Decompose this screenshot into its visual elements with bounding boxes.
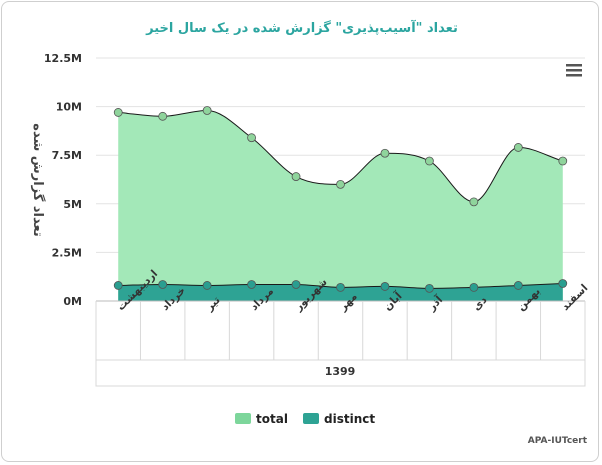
credit-text: APA-IUTcert [528, 436, 588, 446]
point-distinct [558, 279, 568, 288]
chart-title: تعداد "آسیب‌پذیری" گزارش شده در یک سال ا… [145, 19, 458, 36]
y-axis: 0M 2.5M 5M 7.5M 10M 12.5M [44, 52, 82, 308]
y-tick-label: 5M [63, 198, 82, 211]
legend-label-total: total [256, 412, 288, 426]
point-total [113, 108, 123, 117]
legend-label-distinct: distinct [324, 412, 375, 426]
point-distinct [247, 280, 256, 289]
line-total [118, 109, 563, 203]
point-total [425, 156, 434, 166]
y-tick-label: 10M [56, 101, 82, 114]
point-distinct [113, 281, 123, 290]
point-distinct [513, 281, 523, 290]
point-distinct [291, 280, 301, 289]
point-distinct [336, 282, 345, 292]
point-distinct [158, 280, 168, 289]
plot-areas [118, 109, 563, 301]
x-group-box [95, 359, 586, 387]
point-distinct [469, 282, 479, 292]
point-distinct [380, 282, 390, 291]
legend-swatch-total [235, 413, 251, 424]
point-total [247, 133, 256, 143]
data-points [113, 106, 568, 293]
y-axis-label: تعداد گزارش شده [30, 123, 46, 236]
y-tick-label: 2.5M [52, 246, 82, 259]
legend-swatch-distinct [303, 413, 319, 424]
point-total [558, 156, 568, 166]
legend: total distinct [235, 412, 375, 426]
point-total [469, 197, 479, 207]
menu-icon[interactable] [566, 64, 582, 77]
point-total [336, 179, 345, 189]
area-total [118, 110, 563, 301]
y-tick-label: 7.5M [52, 149, 82, 162]
point-distinct [425, 283, 434, 293]
point-total [158, 111, 168, 121]
point-total [202, 106, 212, 115]
y-tick-label: 12.5M [44, 52, 82, 65]
y-tick-label: 0M [63, 295, 82, 308]
point-total [513, 143, 523, 152]
point-total [380, 148, 390, 158]
area-distinct [118, 283, 563, 301]
x-group-label: 1399 [325, 365, 356, 378]
point-distinct [202, 281, 212, 290]
point-total [291, 172, 301, 181]
